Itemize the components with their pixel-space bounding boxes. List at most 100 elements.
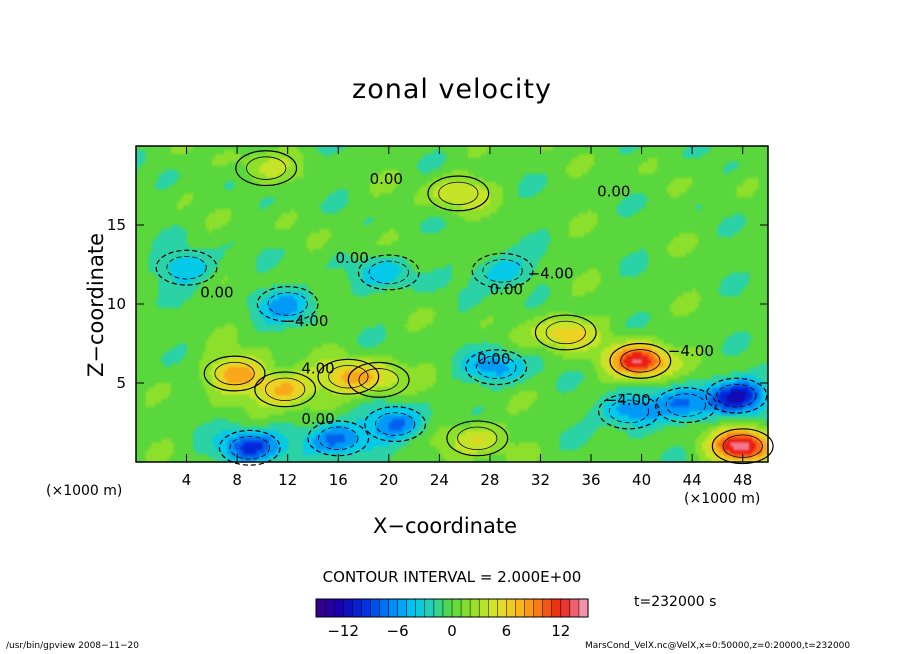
contour-label: 0.00 — [477, 350, 510, 368]
y-tick-label: 10 — [107, 295, 126, 313]
colorbar-segment — [569, 598, 580, 618]
contour-line — [438, 181, 479, 206]
contour-line — [203, 355, 266, 392]
contour-label: 0.00 — [335, 249, 368, 267]
contour-line — [364, 406, 427, 443]
colorbar-segment — [497, 598, 507, 618]
x-tick-label: 48 — [733, 471, 752, 489]
colorbar-segment — [379, 598, 390, 618]
contour-line — [620, 349, 661, 373]
colorbar-segment — [315, 598, 326, 618]
contour-line — [545, 320, 586, 345]
contour-line — [705, 377, 768, 414]
x-axis-label: X−coordinate — [373, 514, 517, 538]
colorbar-segment — [388, 598, 399, 618]
y-tick-label: 15 — [107, 216, 126, 234]
contour-line — [457, 426, 498, 450]
y-tick-label: 5 — [116, 374, 126, 392]
x-tick-label: 20 — [379, 471, 398, 489]
contour-line — [317, 358, 380, 395]
contour-line — [482, 259, 523, 283]
contour-line — [357, 254, 420, 291]
x-tick-label: 36 — [581, 471, 600, 489]
colorbar-segment — [524, 598, 535, 618]
contour-line — [665, 393, 706, 417]
colorbar-segment — [397, 598, 408, 618]
contour-line — [155, 249, 218, 286]
contour-line — [318, 426, 359, 450]
footer-program-date: /usr/bin/gpview 2008−11−20 — [6, 641, 140, 651]
colorbar-segment — [578, 598, 589, 618]
colorbar-segment — [442, 598, 453, 618]
colorbar-tick-label: 6 — [502, 622, 512, 640]
colorbar-segment — [451, 598, 462, 618]
contour-line — [471, 252, 534, 289]
colorbar-segment — [478, 598, 489, 618]
x-tick-label: 16 — [329, 471, 348, 489]
contour-line — [267, 292, 308, 316]
contour-line — [598, 393, 660, 430]
x-tick-label: 44 — [683, 471, 702, 489]
x-tick-label: 12 — [278, 471, 297, 489]
contour-line — [265, 377, 306, 402]
colorbar-segment — [324, 598, 335, 618]
colorbar-tick-label: 12 — [551, 622, 570, 640]
colorbar-segment — [424, 598, 435, 618]
colorbar-segment — [488, 598, 498, 618]
contour-label: 0.00 — [370, 170, 403, 188]
contour-line — [235, 150, 298, 187]
heatmap-field — [136, 146, 768, 462]
contour-line — [476, 355, 517, 379]
contour-label: −4.00 — [605, 391, 651, 409]
colorbar-segment — [406, 598, 417, 618]
x-tick-label: 32 — [531, 471, 550, 489]
colorbar-segment — [515, 598, 526, 618]
x-unit-label-left: (×1000 m) — [46, 483, 123, 499]
colorbar-segment — [460, 598, 471, 618]
contour-line — [218, 429, 281, 466]
contour-label: 0.00 — [490, 281, 523, 299]
contour-label: −4.00 — [528, 265, 574, 283]
colorbar-segment — [560, 598, 571, 618]
contour-line — [654, 387, 717, 424]
contour-interval-label: CONTOUR INTERVAL = 2.000E+00 — [322, 568, 582, 586]
contour-line — [246, 156, 287, 180]
x-tick-label: 40 — [632, 471, 651, 489]
contour-line — [229, 436, 270, 460]
colorbar-tick-label: −6 — [387, 622, 409, 640]
contour-line — [358, 368, 399, 392]
contour-line — [368, 260, 409, 285]
contour-label: −4.00 — [282, 312, 328, 330]
contour-line — [307, 420, 370, 457]
colorbar-segment — [542, 598, 553, 618]
contour-line — [711, 428, 774, 465]
y-axis-label: Z−coordinate — [84, 233, 108, 377]
colorbar-tick-label: −12 — [327, 622, 359, 640]
contour-line — [609, 342, 672, 379]
contour-line — [427, 175, 490, 212]
contour-line — [166, 255, 207, 280]
colorbar-segment — [469, 598, 480, 618]
colorbar-segment — [333, 598, 344, 618]
colorbar-segment — [361, 598, 371, 618]
contour-line — [375, 412, 416, 436]
colorbar-segment — [370, 598, 381, 618]
x-tick-label: 24 — [430, 471, 449, 489]
contour-line — [608, 399, 650, 424]
x-tick-label: 4 — [182, 471, 192, 489]
contour-label: 4.00 — [301, 360, 334, 378]
x-tick-label: 28 — [480, 471, 499, 489]
x-tick-label: 8 — [232, 471, 242, 489]
time-label: t=232000 s — [634, 594, 717, 610]
contour-line — [446, 420, 509, 457]
colorbar-frame — [315, 598, 589, 618]
contour-line — [254, 371, 317, 408]
colorbar-segment — [533, 598, 544, 618]
contour-line — [347, 361, 410, 398]
colorbar-segment — [415, 598, 426, 618]
contour-label: −4.00 — [668, 342, 714, 360]
contour-line — [465, 349, 528, 386]
colorbar-segment — [551, 598, 562, 618]
colorbar-tick-label: 0 — [447, 622, 457, 640]
